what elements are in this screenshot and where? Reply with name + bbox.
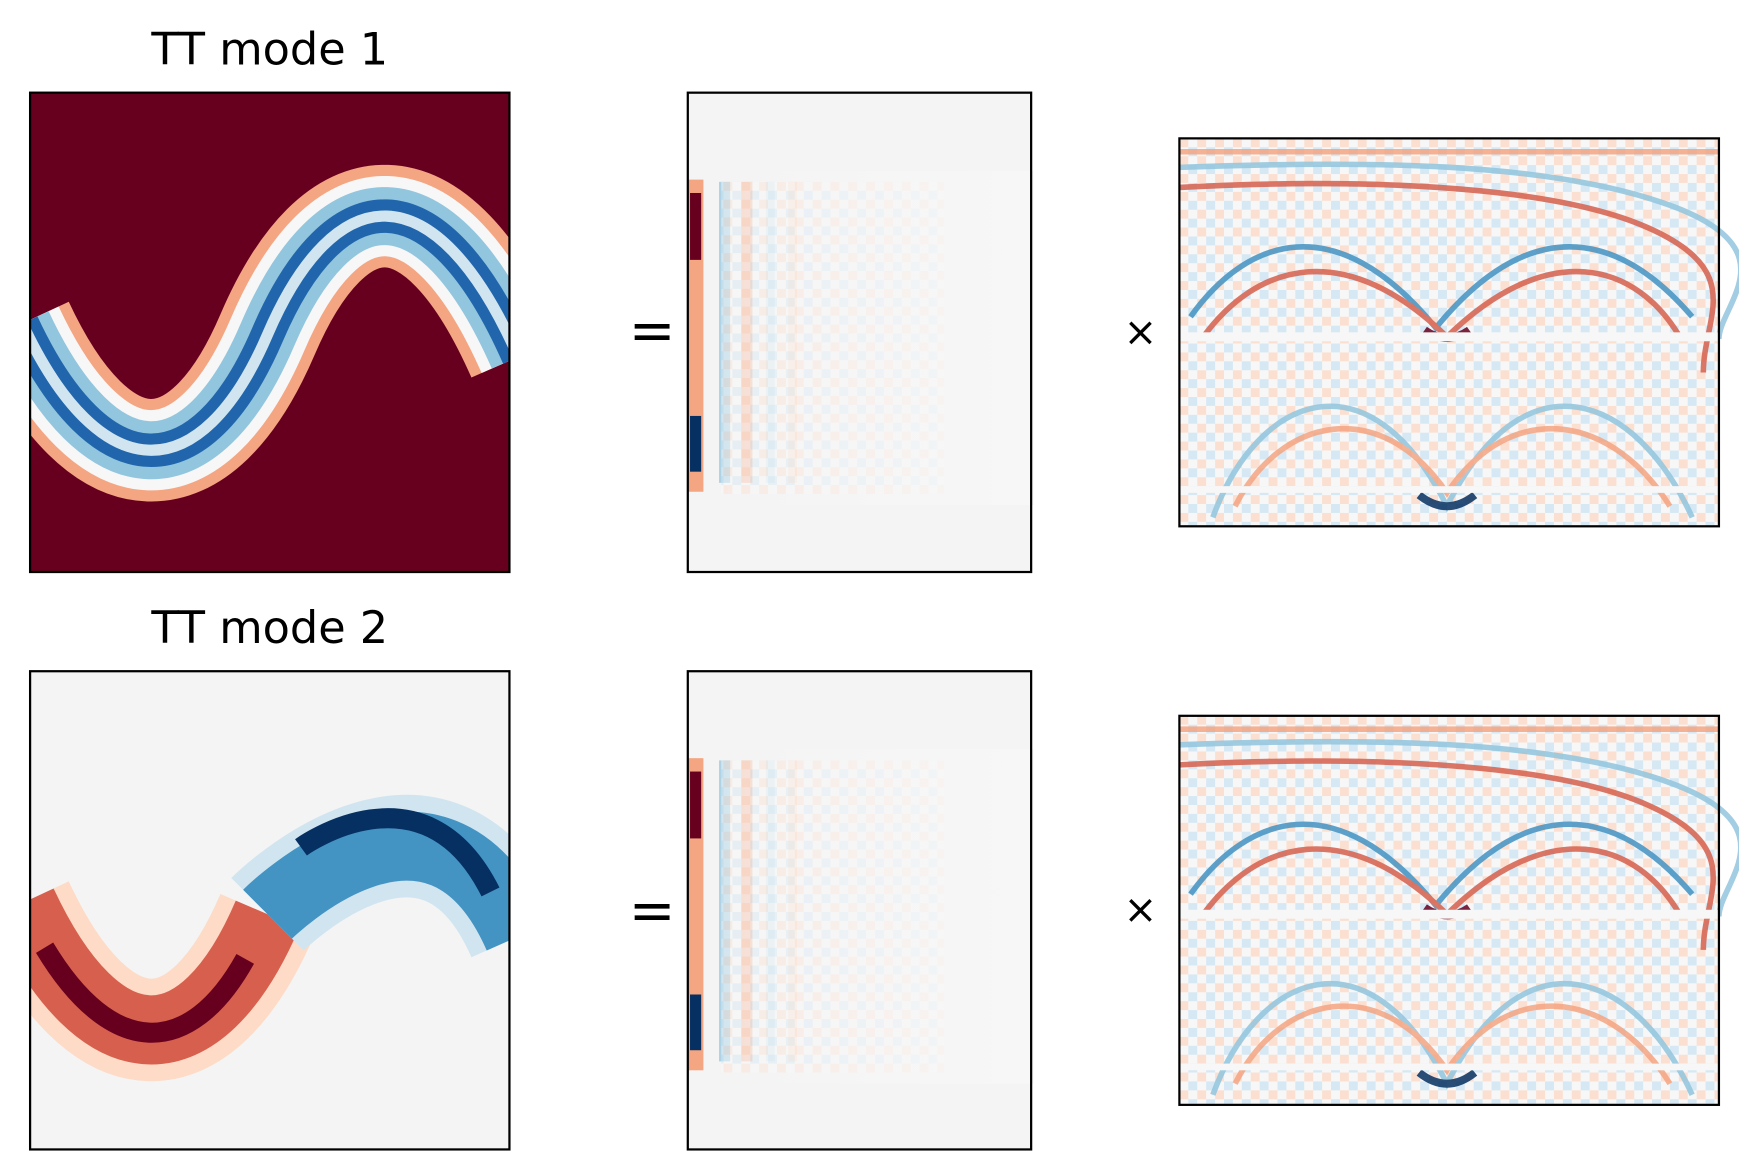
frame bbox=[686, 91, 1033, 574]
equals-sign: = bbox=[629, 299, 676, 364]
frame bbox=[686, 670, 1033, 1151]
frame bbox=[28, 91, 511, 574]
heatmap bbox=[30, 92, 510, 573]
panel-title: TT mode 2 bbox=[150, 602, 388, 654]
frame bbox=[28, 670, 511, 1151]
panel-title: TT mode 1 bbox=[150, 24, 388, 76]
frame bbox=[1178, 714, 1721, 1106]
times-sign: × bbox=[1124, 887, 1158, 933]
heatmap bbox=[1179, 138, 1739, 526]
equals-sign: = bbox=[629, 878, 676, 943]
times-sign: × bbox=[1124, 310, 1158, 356]
frame bbox=[1178, 137, 1721, 528]
row-2: TT mode 2 = × bbox=[28, 602, 1739, 1151]
heatmap bbox=[687, 671, 1034, 1151]
heatmap bbox=[30, 671, 510, 1150]
row-1: TT mode 1 = × bbox=[28, 24, 1739, 574]
heatmap bbox=[687, 92, 1034, 573]
heatmap bbox=[1179, 716, 1739, 1104]
